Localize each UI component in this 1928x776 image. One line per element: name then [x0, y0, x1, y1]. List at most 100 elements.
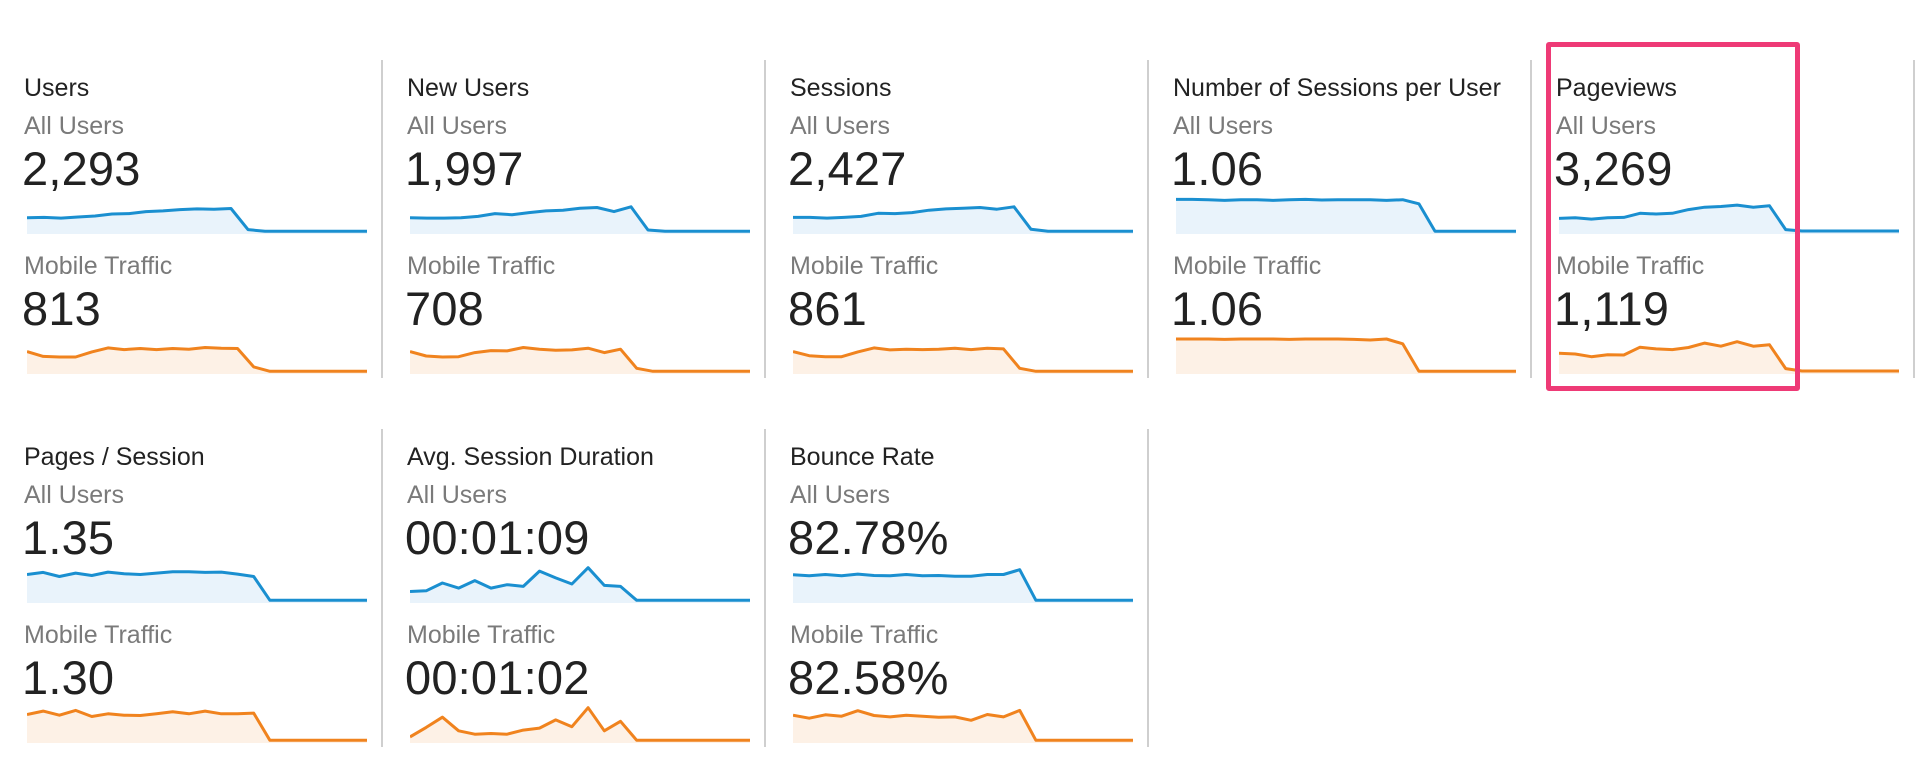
- segment-label-mobile: Mobile Traffic: [24, 621, 173, 649]
- segment-label-all-users: All Users: [1173, 112, 1274, 140]
- metric-title: Pageviews: [1556, 74, 1677, 102]
- metric-value-all-users: 00:01:09: [405, 511, 590, 564]
- metric-title: Number of Sessions per User: [1173, 74, 1501, 102]
- sparkline-all-users: [27, 207, 367, 234]
- metric-value-mobile: 82.58%: [788, 651, 949, 704]
- segment-label-mobile: Mobile Traffic: [407, 252, 556, 280]
- metric-value-all-users: 1,997: [405, 142, 524, 195]
- sparkline-mobile: [1176, 337, 1516, 374]
- metric-tile-sessions-per-user[interactable]: Number of Sessions per User All Users 1.…: [1149, 60, 1532, 378]
- tile-divider: [1147, 60, 1149, 378]
- sparkline-all-users: [793, 205, 1133, 234]
- sparkline-area: [793, 569, 1133, 603]
- metric-value-mobile: 813: [22, 282, 102, 335]
- tile-divider: [381, 60, 383, 378]
- sparkline-line: [1176, 197, 1516, 233]
- metric-title: New Users: [407, 74, 530, 102]
- metric-tile-pageviews[interactable]: Pageviews All Users 3,269 Mobile Traffic…: [1532, 60, 1915, 378]
- sparkline-mobile: [793, 346, 1133, 374]
- sparkline-mobile: [1559, 340, 1899, 374]
- tile-divider: [764, 60, 766, 378]
- sparkline-area: [1176, 339, 1516, 374]
- sparkline-line: [410, 346, 750, 373]
- pageviews-highlight-box: [1546, 42, 1800, 391]
- metric-value-mobile: 708: [405, 282, 485, 335]
- sparkline-area: [27, 347, 367, 374]
- metric-tile-bounce-rate[interactable]: Bounce Rate All Users 82.78% Mobile Traf…: [766, 429, 1149, 747]
- segment-label-all-users: All Users: [407, 481, 508, 509]
- sparkline-line: [1559, 340, 1899, 373]
- sparkline-area: [793, 347, 1133, 374]
- sparkline-area: [1559, 205, 1899, 234]
- sparkline-area: [410, 567, 750, 603]
- metric-value-all-users: 1.06: [1171, 142, 1264, 195]
- segment-label-mobile: Mobile Traffic: [790, 621, 939, 649]
- metric-value-mobile: 00:01:02: [405, 651, 590, 704]
- sparkline-area: [27, 571, 367, 603]
- metric-value-mobile: 1.06: [1171, 282, 1264, 335]
- sparkline-line: [793, 708, 1133, 742]
- metric-tile-new-users[interactable]: New Users All Users 1,997 Mobile Traffic…: [383, 60, 766, 378]
- segment-label-all-users: All Users: [790, 481, 891, 509]
- segment-label-mobile: Mobile Traffic: [24, 252, 173, 280]
- metric-tile-users[interactable]: Users All Users 2,293 Mobile Traffic 813: [0, 60, 383, 378]
- metric-value-mobile: 1.30: [22, 651, 115, 704]
- sparkline-area: [27, 710, 367, 743]
- sparkline-line: [27, 207, 367, 233]
- segment-label-all-users: All Users: [790, 112, 891, 140]
- sparkline-mobile: [793, 708, 1133, 743]
- sparkline-line: [1176, 337, 1516, 373]
- sparkline-all-users: [410, 205, 750, 234]
- segment-label-all-users: All Users: [1556, 112, 1657, 140]
- sparkline-area: [410, 707, 750, 743]
- metric-value-all-users: 82.78%: [788, 511, 949, 564]
- sparkline-line: [27, 570, 367, 602]
- segment-label-mobile: Mobile Traffic: [1556, 252, 1705, 280]
- sparkline-line: [27, 708, 367, 742]
- tile-divider: [1147, 429, 1149, 747]
- sparkline-all-users: [1559, 203, 1899, 234]
- metric-value-all-users: 2,427: [788, 142, 907, 195]
- tile-divider: [1913, 60, 1915, 378]
- sparkline-line: [410, 706, 750, 742]
- metric-title: Bounce Rate: [790, 443, 935, 471]
- segment-label-all-users: All Users: [24, 112, 125, 140]
- sparkline-area: [410, 347, 750, 374]
- sparkline-all-users: [1176, 197, 1516, 234]
- metric-tile-avg-session-duration[interactable]: Avg. Session Duration All Users 00:01:09…: [383, 429, 766, 747]
- sparkline-line: [27, 346, 367, 373]
- metric-value-all-users: 2,293: [22, 142, 141, 195]
- segment-label-all-users: All Users: [407, 112, 508, 140]
- segment-label-mobile: Mobile Traffic: [790, 252, 939, 280]
- metric-title: Pages / Session: [24, 443, 205, 471]
- sparkline-line: [793, 346, 1133, 373]
- sparkline-line: [1559, 203, 1899, 233]
- metric-title: Users: [24, 74, 90, 102]
- sparkline-line: [410, 566, 750, 602]
- sparkline-area: [1559, 341, 1899, 374]
- sparkline-mobile: [410, 706, 750, 743]
- sparkline-mobile: [27, 346, 367, 374]
- sparkline-all-users: [793, 568, 1133, 603]
- tile-divider: [381, 429, 383, 747]
- metric-value-mobile: 1,119: [1554, 282, 1670, 335]
- sparkline-all-users: [410, 566, 750, 603]
- tile-divider: [1530, 60, 1532, 378]
- sparkline-mobile: [410, 346, 750, 374]
- metric-tile-sessions[interactable]: Sessions All Users 2,427 Mobile Traffic …: [766, 60, 1149, 378]
- metric-value-all-users: 3,269: [1554, 142, 1673, 195]
- sparkline-all-users: [27, 570, 367, 603]
- sparkline-line: [793, 568, 1133, 602]
- sparkline-line: [410, 205, 750, 233]
- segment-label-mobile: Mobile Traffic: [407, 621, 556, 649]
- metric-value-mobile: 861: [788, 282, 868, 335]
- segment-label-mobile: Mobile Traffic: [1173, 252, 1322, 280]
- segment-label-all-users: All Users: [24, 481, 125, 509]
- metric-tile-pages-per-session[interactable]: Pages / Session All Users 1.35 Mobile Tr…: [0, 429, 383, 747]
- sparkline-area: [1176, 199, 1516, 234]
- tile-divider: [764, 429, 766, 747]
- sparkline-mobile: [27, 708, 367, 743]
- sparkline-line: [793, 205, 1133, 233]
- metric-value-all-users: 1.35: [22, 511, 115, 564]
- metric-title: Sessions: [790, 74, 892, 102]
